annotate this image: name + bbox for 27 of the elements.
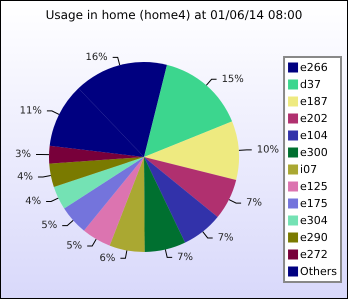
legend-label: Others <box>300 265 338 278</box>
data-label: 11% <box>20 105 42 116</box>
data-label: 15% <box>222 74 244 85</box>
data-label: 4% <box>17 172 33 183</box>
legend-label: e202 <box>300 112 328 125</box>
data-label: 6% <box>100 252 116 264</box>
legend-label: e175 <box>300 197 328 210</box>
data-label: 7% <box>246 198 262 209</box>
legend-label: i07 <box>300 163 318 176</box>
data-label: 3% <box>15 148 32 160</box>
data-label: 16% <box>85 52 108 63</box>
legend-label: e266 <box>300 61 328 74</box>
legend-label: e272 <box>300 248 328 261</box>
data-label: 7% <box>218 232 234 244</box>
legend-label: e187 <box>300 95 328 108</box>
data-label: 5% <box>41 220 58 232</box>
legend-label: e300 <box>300 146 328 159</box>
data-label: 10% <box>256 144 279 156</box>
legend-label: e104 <box>300 129 328 142</box>
data-label: 4% <box>25 196 42 208</box>
data-label: 5% <box>66 240 82 252</box>
data-label: 7% <box>177 252 194 263</box>
legend-label: e290 <box>300 231 328 244</box>
chart-title: Usage in home (home4) at 01/06/14 08:00 <box>46 8 302 22</box>
legend-label: e304 <box>300 214 328 227</box>
legend-label: e125 <box>300 180 328 193</box>
legend-label: d37 <box>300 78 322 91</box>
